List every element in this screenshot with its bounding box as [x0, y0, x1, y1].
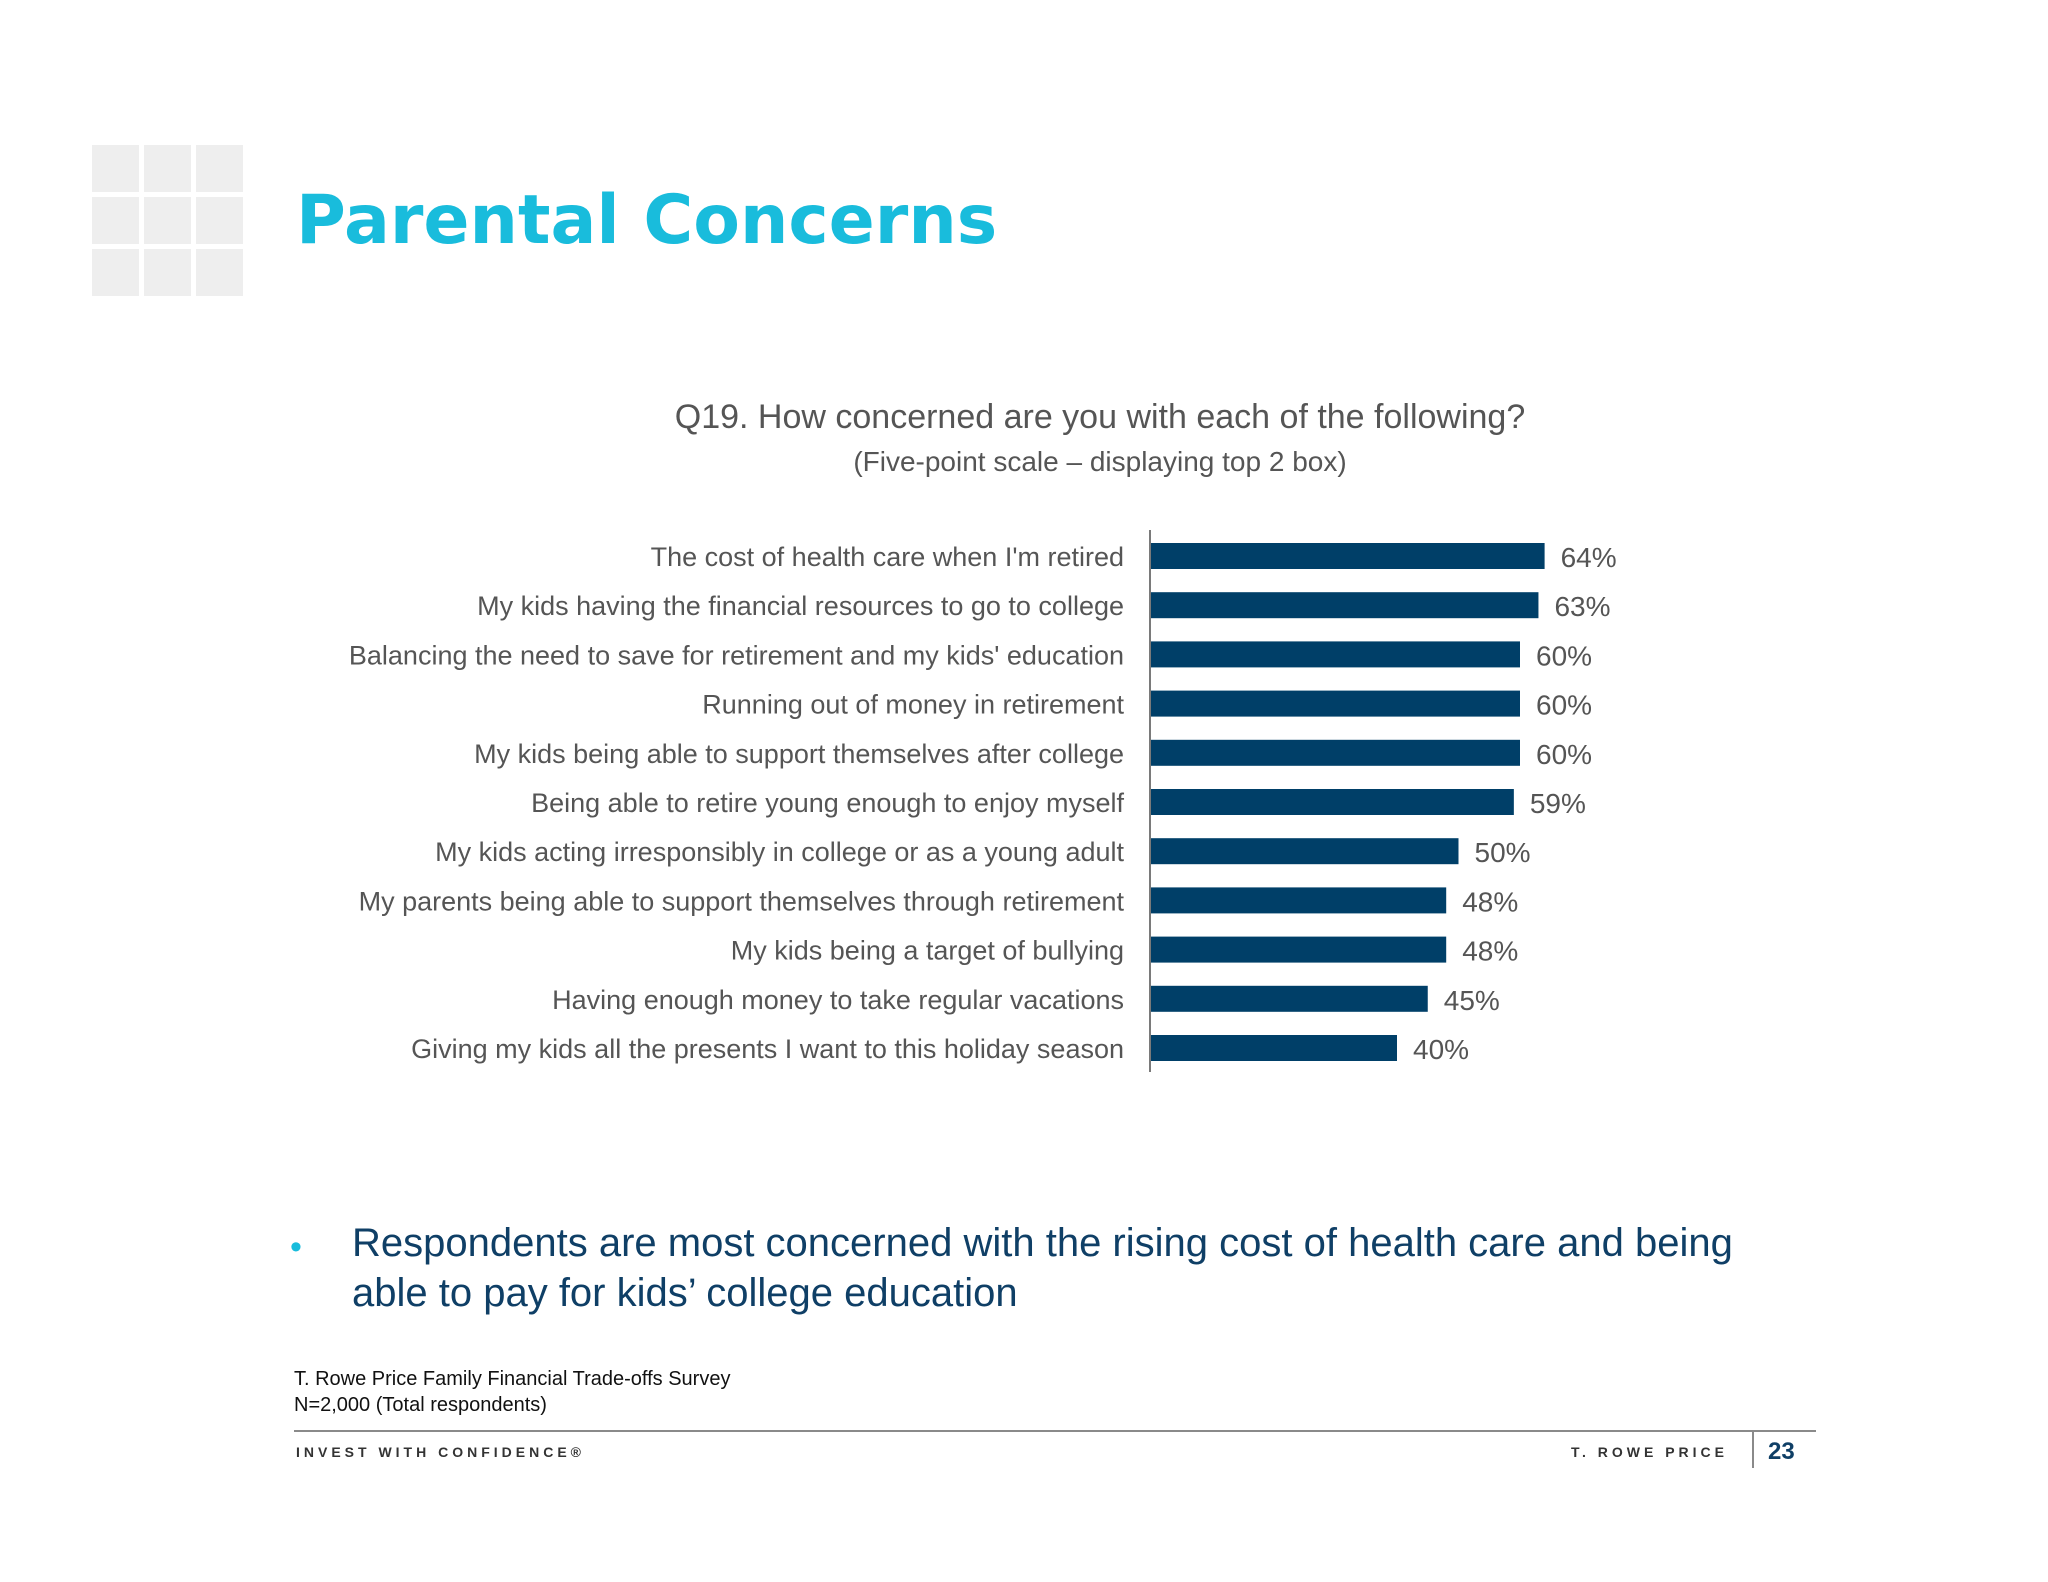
value-label: 48% — [1462, 886, 1518, 917]
page-title: Parental Concerns — [296, 181, 998, 260]
bar — [1151, 739, 1520, 766]
value-label: 45% — [1444, 985, 1500, 1016]
logo-grid-icon — [92, 145, 243, 296]
bar — [1151, 592, 1539, 619]
category-label: The cost of health care when I'm retired — [651, 542, 1124, 572]
category-label: Having enough money to take regular vaca… — [552, 985, 1124, 1015]
value-label: 60% — [1536, 739, 1592, 770]
bar — [1151, 936, 1447, 963]
bar — [1151, 789, 1514, 815]
key-takeaway: Respondents are most concerned with the … — [352, 1221, 1733, 1315]
footer-divider — [1752, 1432, 1754, 1468]
footer-tagline: INVEST WITH CONFIDENCE® — [296, 1444, 585, 1460]
bar — [1151, 1035, 1397, 1061]
footer-rule — [294, 1430, 1816, 1432]
value-label: 63% — [1554, 591, 1610, 622]
chart-title: Q19. How concerned are you with each of … — [674, 398, 1526, 436]
source-note: T. Rowe Price Family Financial Trade-off… — [294, 1366, 730, 1418]
bullet-dot-icon: • — [290, 1228, 302, 1266]
category-label: My kids being a target of bullying — [731, 936, 1124, 966]
bar — [1151, 887, 1447, 914]
value-label: 60% — [1536, 690, 1592, 721]
sample-size-line: N=2,000 (Total respondents) — [294, 1394, 547, 1416]
category-label: Running out of money in retirement — [702, 690, 1124, 720]
chart-subtitle: (Five-point scale – displaying top 2 box… — [853, 446, 1347, 477]
value-label: 59% — [1530, 788, 1586, 819]
bar — [1151, 641, 1520, 668]
value-label: 64% — [1561, 542, 1617, 573]
bar — [1151, 838, 1459, 865]
category-label: My kids being able to support themselves… — [474, 739, 1124, 769]
category-label: My kids acting irresponsibly in college … — [435, 837, 1124, 867]
footer-brand: T. ROWE PRICE — [1570, 1444, 1728, 1460]
category-label: My parents being able to support themsel… — [359, 886, 1125, 916]
category-label: Balancing the need to save for retiremen… — [349, 640, 1124, 670]
bar — [1151, 543, 1545, 569]
category-label: My kids having the financial resources t… — [477, 591, 1124, 621]
value-label: 50% — [1475, 837, 1531, 868]
category-label: Giving my kids all the presents I want t… — [411, 1034, 1124, 1064]
value-label: 40% — [1413, 1034, 1469, 1065]
value-label: 60% — [1536, 640, 1592, 671]
category-label: Being able to retire young enough to enj… — [531, 788, 1124, 818]
value-label: 48% — [1462, 936, 1518, 967]
bar — [1151, 985, 1428, 1012]
bar — [1151, 690, 1520, 717]
source-line: T. Rowe Price Family Financial Trade-off… — [294, 1368, 731, 1390]
page-number: 23 — [1768, 1438, 1795, 1465]
